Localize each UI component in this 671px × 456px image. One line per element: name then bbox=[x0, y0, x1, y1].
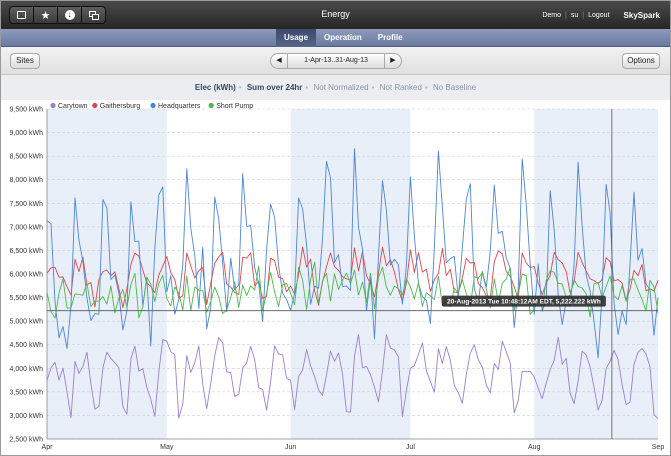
legend-label: Gaithersburg bbox=[100, 103, 141, 110]
tab-bar: Usage Operation Profile bbox=[1, 29, 670, 47]
month-band bbox=[47, 109, 167, 439]
date-range-button[interactable]: 1-Apr-13..31-Aug-13 bbox=[287, 53, 385, 69]
tab-operation[interactable]: Operation bbox=[324, 33, 362, 42]
y-tick-label: 3,500 kWh bbox=[10, 389, 44, 396]
x-tick-label: Aug bbox=[528, 444, 541, 451]
legend-label: Headquarters bbox=[158, 103, 201, 110]
legend-label: Short Pump bbox=[216, 103, 253, 110]
y-tick-label: 2,500 kWh bbox=[10, 437, 44, 444]
copy-icon[interactable] bbox=[81, 6, 106, 24]
y-tick-label: 5,500 kWh bbox=[10, 295, 44, 302]
date-range-selector: ◀ 1-Apr-13..31-Aug-13 ▶ bbox=[270, 53, 402, 69]
y-tick-label: 4,000 kWh bbox=[10, 366, 44, 373]
controls-bar: Sites ◀ 1-Apr-13..31-Aug-13 ▶ Options bbox=[1, 47, 670, 75]
x-tick-label: Apr bbox=[42, 444, 54, 451]
usage-chart[interactable]: 2,500 kWh 3,000 kWh 3,500 kWh 4,000 kWh 4,50… bbox=[1, 100, 670, 455]
app-title: Energy bbox=[321, 9, 350, 19]
legend-label: Carytown bbox=[58, 103, 88, 110]
prev-arrow-icon[interactable]: ◀ bbox=[270, 53, 288, 69]
y-tick-label: 6,500 kWh bbox=[10, 248, 44, 255]
rank-label[interactable]: Not Ranked bbox=[379, 83, 422, 92]
legend-marker bbox=[92, 102, 98, 109]
toolbar-icon-group: ★ ↓ bbox=[9, 6, 106, 24]
y-tick-label: 3,000 kWh bbox=[10, 413, 44, 420]
next-arrow-icon[interactable]: ▶ bbox=[384, 53, 402, 69]
user-name[interactable]: Demo bbox=[542, 12, 562, 19]
measure-label[interactable]: Elec (kWh) bbox=[194, 83, 236, 92]
baseline-label[interactable]: No Baseline bbox=[432, 83, 477, 92]
normalize-label[interactable]: Not Normalized bbox=[313, 83, 369, 92]
tab-profile[interactable]: Profile bbox=[377, 33, 403, 42]
separator: | bbox=[565, 12, 567, 19]
y-tick-label: 8,500 kWh bbox=[10, 154, 44, 161]
top-bar: ★ ↓ Energy Demo | su | Logout SkySpark bbox=[1, 1, 670, 29]
y-tick-label: 6,000 kWh bbox=[10, 272, 44, 279]
tooltip-box bbox=[441, 295, 606, 307]
separator: | bbox=[582, 12, 585, 19]
y-tick-label: 5,000 kWh bbox=[10, 319, 44, 326]
y-tick-label: 4,500 kWh bbox=[10, 342, 44, 349]
chart-subtitle: Elec (kWh) • Sum over 24hr • Not Normalize… bbox=[1, 75, 670, 100]
x-tick-label: Sep bbox=[652, 444, 665, 451]
y-tick-label: 9,000 kWh bbox=[10, 130, 44, 137]
user-menu: Demo | su | Logout SkySpark bbox=[542, 11, 660, 20]
logout-link[interactable]: Logout bbox=[588, 12, 610, 19]
tooltip-text: 20-Aug-2013 Tue 10:48:12AM EDT, 5,222.22… bbox=[447, 299, 601, 306]
options-button[interactable]: Options bbox=[622, 53, 660, 69]
aggregation-label[interactable]: Sum over 24hr bbox=[246, 83, 303, 92]
legend-marker bbox=[150, 102, 156, 109]
y-tick-label: 7,000 kWh bbox=[10, 224, 44, 231]
series-line-short-pump bbox=[46, 261, 659, 319]
series-line-carytown bbox=[46, 333, 659, 419]
y-tick-label: 7,500 kWh bbox=[10, 201, 44, 208]
x-tick-label: Jul bbox=[406, 444, 415, 451]
sites-button[interactable]: Sites bbox=[10, 53, 40, 69]
y-tick-label: 8,000 kWh bbox=[10, 177, 44, 184]
brand-logo: SkySpark bbox=[623, 11, 660, 20]
x-tick-label: Jun bbox=[285, 444, 296, 451]
user-id[interactable]: su bbox=[570, 12, 579, 19]
tab-usage[interactable]: Usage bbox=[276, 29, 317, 47]
x-tick-label: May bbox=[160, 444, 174, 451]
month-band bbox=[290, 109, 411, 439]
series-line-headquarters bbox=[46, 148, 659, 359]
y-tick-label: 9,500 kWh bbox=[10, 107, 44, 114]
legend-marker bbox=[208, 102, 214, 109]
legend-marker bbox=[50, 102, 56, 109]
